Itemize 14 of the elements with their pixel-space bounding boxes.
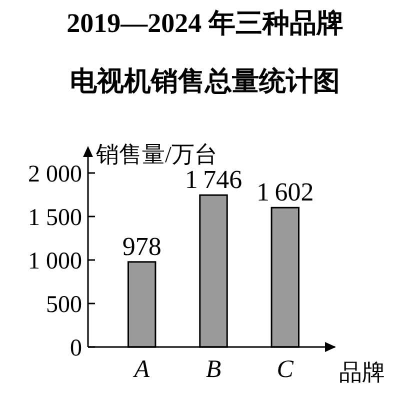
x-tick-label: A [132, 356, 150, 383]
data-label: 1 602 [256, 178, 314, 207]
y-tick-label: 1 000 [28, 248, 82, 274]
y-tick-label: 2 000 [28, 161, 82, 188]
x-tick-label: B [206, 356, 222, 383]
y-tick-label: 1 500 [28, 204, 82, 231]
data-label: 1 746 [184, 165, 242, 194]
data-label: 978 [122, 232, 162, 261]
x-tick-label: C [276, 356, 294, 383]
y-tick-label: 0 [70, 335, 82, 362]
y-axis-title: 销售量/万台 [95, 142, 218, 167]
y-tick-label: 500 [46, 292, 82, 318]
x-axis-title: 品牌 [339, 360, 385, 385]
chart-title: 2019—2024 年三种品牌电视机销售总量统计图 [66, 8, 344, 96]
